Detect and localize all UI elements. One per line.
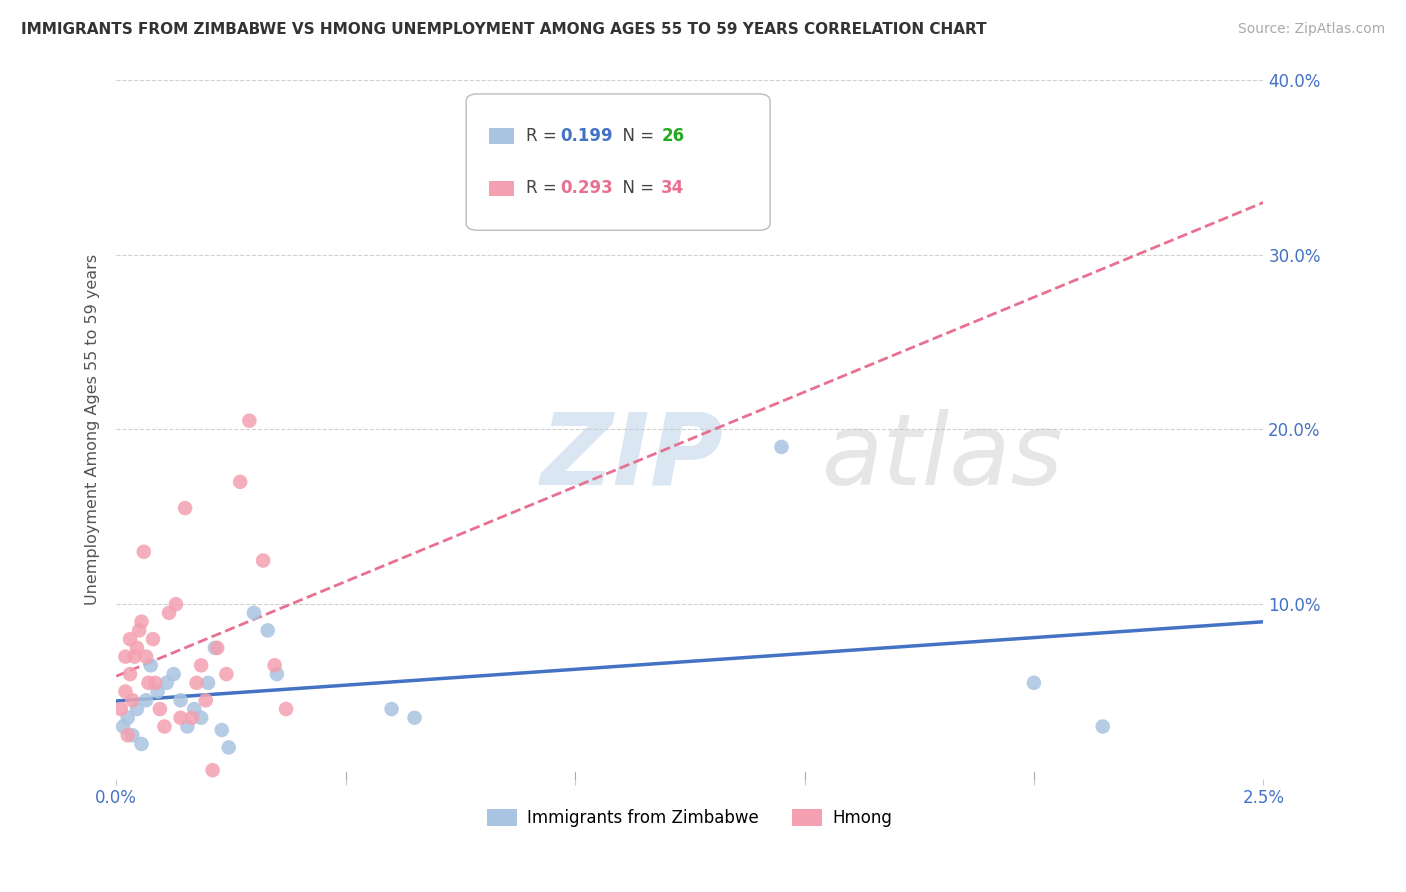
Point	[124, 649, 146, 664]
Point	[183, 702, 205, 716]
Point	[380, 702, 402, 716]
Point	[197, 675, 219, 690]
Text: 0.199: 0.199	[560, 127, 613, 145]
Point	[135, 649, 157, 664]
FancyBboxPatch shape	[489, 128, 515, 144]
Point	[165, 597, 187, 611]
Point	[176, 719, 198, 733]
Point	[146, 684, 169, 698]
Point	[201, 763, 224, 777]
Point	[112, 719, 135, 733]
Point	[114, 684, 136, 698]
Point	[229, 475, 252, 489]
Point	[110, 702, 132, 716]
Point	[190, 658, 212, 673]
Point	[263, 658, 285, 673]
Point	[186, 675, 208, 690]
Point	[256, 624, 278, 638]
Point	[125, 640, 148, 655]
Point	[770, 440, 793, 454]
Point	[121, 693, 143, 707]
Point	[118, 632, 141, 647]
Point	[211, 723, 233, 737]
Point	[194, 693, 217, 707]
Point	[125, 702, 148, 716]
Text: 0.293: 0.293	[560, 179, 613, 197]
Point	[143, 675, 166, 690]
Point	[252, 553, 274, 567]
Text: atlas: atlas	[821, 409, 1063, 506]
Point	[139, 658, 162, 673]
Text: N =: N =	[612, 179, 659, 197]
Point	[190, 711, 212, 725]
Point	[121, 728, 143, 742]
Point	[174, 501, 197, 516]
Point	[138, 675, 160, 690]
Point	[404, 711, 426, 725]
Point	[1091, 719, 1114, 733]
Point	[238, 414, 260, 428]
Point	[131, 615, 153, 629]
Point	[218, 740, 240, 755]
Point	[274, 702, 297, 716]
Point	[135, 693, 157, 707]
FancyBboxPatch shape	[467, 94, 770, 230]
Point	[162, 667, 184, 681]
Text: R =: R =	[526, 179, 562, 197]
Point	[114, 649, 136, 664]
Text: Source: ZipAtlas.com: Source: ZipAtlas.com	[1237, 22, 1385, 37]
Point	[169, 711, 191, 725]
Point	[215, 667, 238, 681]
FancyBboxPatch shape	[489, 180, 515, 196]
Point	[131, 737, 153, 751]
Text: IMMIGRANTS FROM ZIMBABWE VS HMONG UNEMPLOYMENT AMONG AGES 55 TO 59 YEARS CORRELA: IMMIGRANTS FROM ZIMBABWE VS HMONG UNEMPL…	[21, 22, 987, 37]
Point	[142, 632, 165, 647]
Text: R =: R =	[526, 127, 562, 145]
Legend: Immigrants from Zimbabwe, Hmong: Immigrants from Zimbabwe, Hmong	[481, 802, 898, 833]
Point	[157, 606, 180, 620]
Point	[132, 545, 155, 559]
Point	[1022, 675, 1045, 690]
Text: N =: N =	[612, 127, 659, 145]
Point	[118, 667, 141, 681]
Point	[169, 693, 191, 707]
Point	[153, 719, 176, 733]
Point	[149, 702, 172, 716]
Point	[205, 640, 228, 655]
Point	[266, 667, 288, 681]
Text: 34: 34	[661, 179, 685, 197]
Text: ZIP: ZIP	[541, 409, 724, 506]
Point	[128, 624, 150, 638]
Y-axis label: Unemployment Among Ages 55 to 59 years: Unemployment Among Ages 55 to 59 years	[86, 254, 100, 605]
Text: 26: 26	[661, 127, 685, 145]
Point	[181, 711, 204, 725]
Point	[204, 640, 226, 655]
Point	[243, 606, 266, 620]
Point	[117, 711, 139, 725]
Point	[156, 675, 179, 690]
Point	[117, 728, 139, 742]
